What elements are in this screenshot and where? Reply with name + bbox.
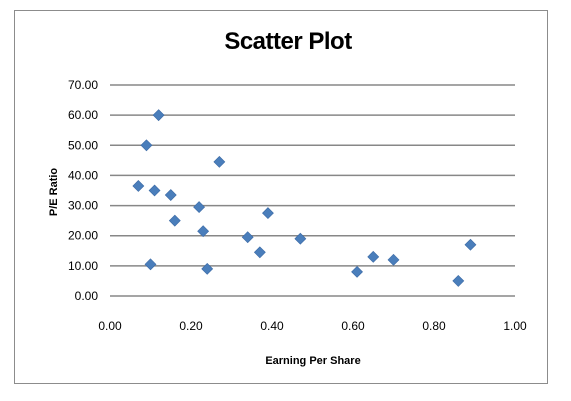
data-point <box>464 238 477 251</box>
data-point <box>152 109 165 122</box>
data-point <box>164 189 177 201</box>
y-tick-label: 50.00 <box>68 138 98 152</box>
y-tick-label: 60.00 <box>68 108 98 122</box>
data-point <box>253 246 266 259</box>
data-point <box>294 232 307 245</box>
y-tick-label: 20.00 <box>68 229 98 243</box>
data-point <box>367 250 380 263</box>
x-axis-ticks: 0.00 0.20 0.40 0.60 0.80 1.00 <box>98 319 527 333</box>
data-point <box>148 184 161 197</box>
x-tick-label: 1.00 <box>503 319 527 333</box>
x-tick-label: 0.40 <box>260 319 284 333</box>
data-point <box>168 214 181 227</box>
y-tick-label: 70.00 <box>68 78 98 92</box>
x-axis-title: Earning Per Share <box>265 355 360 367</box>
y-axis-ticks: 0.00 10.00 20.00 30.00 40.00 50.00 60.00 70.00 <box>68 78 98 303</box>
data-point <box>132 180 145 192</box>
y-tick-label: 40.00 <box>68 168 98 182</box>
data-point <box>197 225 210 238</box>
data-point <box>387 253 400 266</box>
data-point <box>201 262 214 275</box>
x-tick-label: 0.60 <box>341 319 365 333</box>
data-point <box>241 231 254 244</box>
y-tick-label: 30.00 <box>68 199 98 213</box>
data-point <box>351 265 363 278</box>
data-point <box>262 207 274 220</box>
data-points <box>132 109 477 287</box>
chart-title: Scatter Plot <box>224 28 352 55</box>
y-tick-label: 10.00 <box>68 259 98 273</box>
y-tick-label: 0.00 <box>75 289 99 303</box>
gridlines <box>110 84 515 297</box>
x-tick-label: 0.00 <box>98 319 122 333</box>
data-point <box>140 139 153 152</box>
x-tick-label: 0.80 <box>422 319 446 333</box>
x-tick-label: 0.20 <box>179 319 203 333</box>
chart-frame <box>14 10 548 384</box>
y-axis-title: P/E Ratio <box>48 168 60 217</box>
data-point <box>193 201 206 214</box>
data-point <box>144 258 157 271</box>
data-point <box>452 275 465 287</box>
data-point <box>213 155 226 168</box>
